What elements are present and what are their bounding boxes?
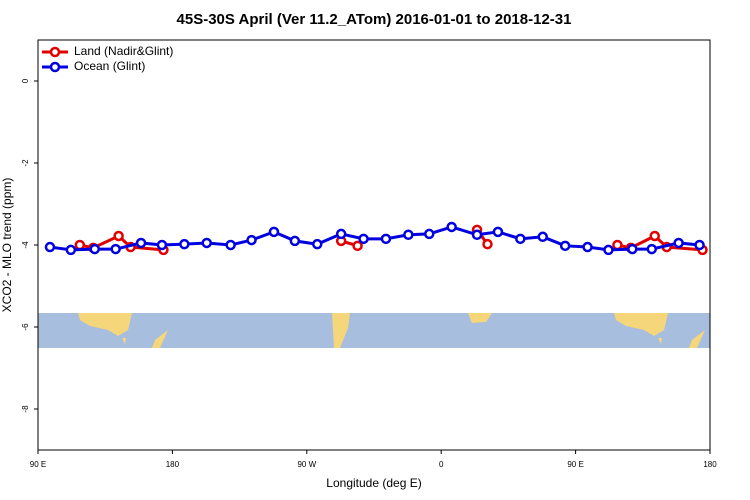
data-point: [74, 239, 86, 251]
data-point: [673, 237, 684, 249]
data-point: [471, 229, 483, 240]
data-point: [113, 230, 124, 242]
y-tick-label: 0: [21, 78, 30, 83]
data-point: [289, 235, 301, 247]
data-point: [268, 226, 280, 238]
data-point: [110, 243, 121, 255]
data-point: [492, 226, 504, 238]
x-tick-label: 180: [703, 460, 717, 469]
data-point: [424, 228, 435, 240]
x-tick-label: 0: [439, 460, 444, 469]
data-point: [135, 237, 147, 249]
data-point: [156, 239, 168, 251]
data-point: [482, 238, 493, 250]
data-point: [559, 240, 571, 252]
data-point: [352, 240, 363, 252]
y-tick-label: -4: [21, 241, 30, 249]
map-strip: [38, 313, 710, 348]
data-point: [380, 233, 392, 245]
data-point: [358, 233, 369, 245]
data-point: [89, 243, 100, 255]
data-point: [515, 233, 526, 245]
data-point: [403, 229, 414, 240]
data-point: [312, 238, 323, 250]
data-point: [582, 241, 593, 253]
data-point: [246, 234, 257, 246]
data-point: [65, 244, 77, 256]
data-point: [612, 239, 623, 251]
x-tick-label: 90 E: [30, 460, 46, 469]
x-tick-label: 90 W: [297, 460, 316, 469]
x-axis-label: Longitude (deg E): [326, 476, 421, 490]
data-point: [201, 237, 212, 249]
legend-label: Land (Nadir&Glint): [74, 44, 173, 58]
data-point: [179, 238, 190, 250]
x-tick-label: 90 E: [567, 460, 583, 469]
y-axis-label: XCO2 - MLO trend (ppm): [0, 178, 14, 313]
legend-label: Ocean (Glint): [74, 59, 145, 73]
data-point: [603, 244, 614, 256]
data-point: [649, 230, 660, 242]
legend-marker: [49, 46, 61, 58]
data-point: [335, 228, 347, 240]
x-tick-label: 180: [166, 460, 180, 469]
series-line: [49, 225, 700, 252]
data-point: [646, 243, 658, 255]
data-point: [627, 243, 638, 255]
data-point: [694, 239, 705, 251]
legend-marker: [49, 61, 61, 73]
y-tick-label: -8: [21, 405, 30, 413]
data-point: [446, 221, 457, 233]
data-point: [44, 241, 56, 253]
y-tick-label: -2: [21, 159, 30, 167]
y-tick-label: -6: [21, 323, 30, 331]
data-point: [225, 239, 236, 251]
chart-title: 45S-30S April (Ver 11.2_ATom) 2016-01-01…: [177, 11, 572, 28]
data-point: [537, 231, 548, 243]
